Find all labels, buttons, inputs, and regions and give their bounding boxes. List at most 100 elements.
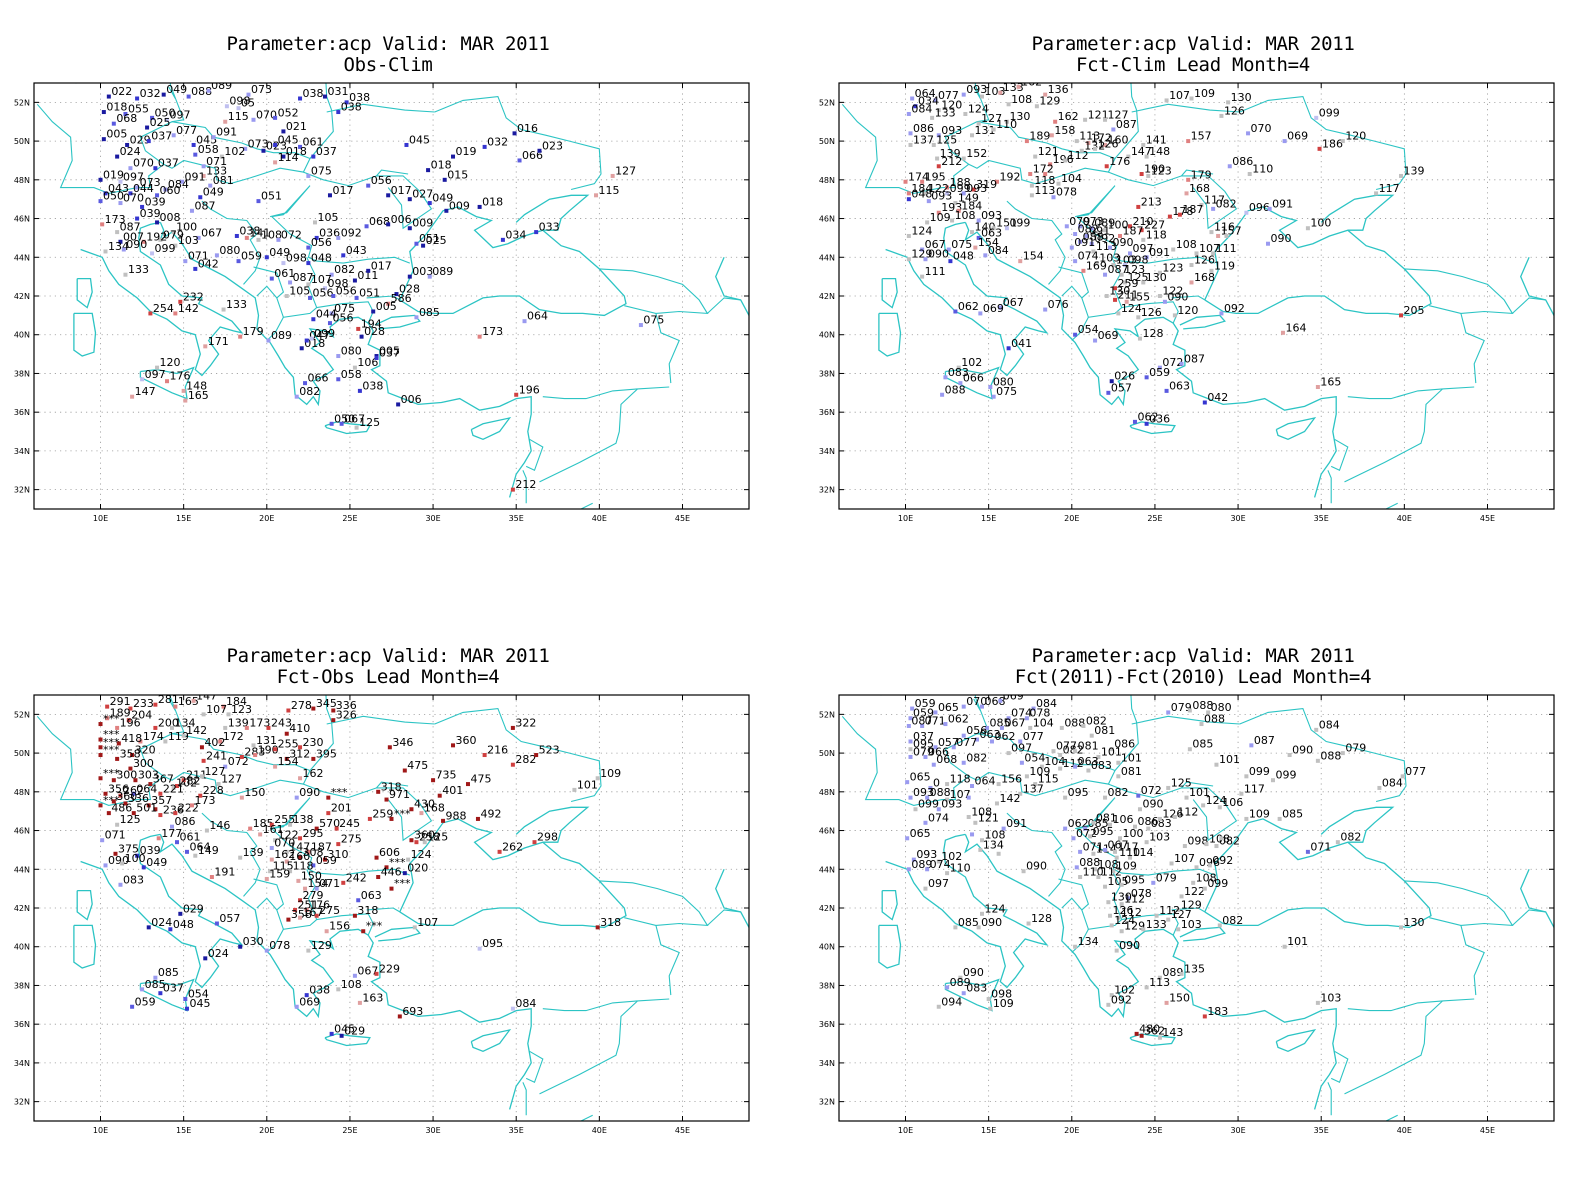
station-value: 048 bbox=[953, 250, 974, 263]
station-marker bbox=[1202, 1014, 1207, 1019]
station-marker bbox=[1073, 259, 1078, 264]
station-value: 133 bbox=[935, 106, 956, 119]
station-value: 090 bbox=[1026, 860, 1047, 873]
station-value: 356 bbox=[108, 782, 129, 795]
station-marker bbox=[1126, 896, 1131, 901]
station-value: 362 bbox=[1144, 1024, 1165, 1037]
station-value: 104 bbox=[1061, 172, 1082, 185]
station-value: 087 bbox=[1116, 118, 1137, 131]
station-value: 120 bbox=[941, 99, 962, 112]
station-value: 087 bbox=[194, 199, 215, 212]
station-value: 080 bbox=[341, 345, 362, 358]
station-marker bbox=[201, 712, 206, 717]
station-marker bbox=[261, 148, 266, 153]
station-marker bbox=[1081, 723, 1086, 728]
station-value: 118 bbox=[1034, 174, 1055, 187]
station-marker bbox=[935, 156, 940, 161]
station-value: 090 bbox=[963, 966, 984, 979]
station-marker bbox=[1176, 907, 1181, 912]
station-value: 082 bbox=[1108, 786, 1129, 799]
station-marker bbox=[534, 230, 539, 235]
station-marker bbox=[1141, 237, 1146, 242]
station-marker bbox=[309, 336, 314, 341]
station-value: 030 bbox=[243, 935, 264, 948]
station-marker bbox=[1049, 133, 1054, 138]
station-marker bbox=[311, 756, 316, 761]
station-value: 121 bbox=[1038, 145, 1059, 158]
country-border bbox=[1006, 200, 1066, 285]
x-tick-label: 35E bbox=[1314, 514, 1329, 523]
station-marker bbox=[191, 698, 196, 703]
station-marker bbox=[950, 218, 955, 223]
station-marker bbox=[1214, 844, 1219, 849]
station-value: 190 bbox=[1144, 163, 1165, 176]
station-value: 308 bbox=[303, 846, 324, 859]
station-value: 097 bbox=[1132, 242, 1153, 255]
station-marker bbox=[155, 193, 160, 198]
station-marker bbox=[1172, 313, 1177, 318]
y-tick-label: 52N bbox=[819, 98, 835, 107]
coastline bbox=[880, 83, 887, 84]
station-marker bbox=[120, 861, 125, 866]
station-marker bbox=[294, 1004, 299, 1009]
station-value: 090 bbox=[1113, 236, 1134, 249]
station-marker bbox=[118, 882, 123, 887]
station-marker bbox=[163, 739, 168, 744]
country-border bbox=[1061, 897, 1083, 911]
station-value: 089 bbox=[1094, 217, 1115, 230]
station-marker bbox=[298, 898, 303, 903]
country-border bbox=[316, 913, 374, 936]
station-marker bbox=[1166, 785, 1171, 790]
station-value: 148 bbox=[186, 379, 207, 392]
station-value: 101 bbox=[577, 778, 598, 791]
station-value: 212 bbox=[941, 155, 962, 168]
station-marker bbox=[1018, 259, 1023, 264]
country-border bbox=[1171, 907, 1206, 913]
station-value: 230 bbox=[303, 736, 324, 749]
station-marker bbox=[115, 725, 120, 730]
station-value: 059 bbox=[1149, 366, 1170, 379]
station-marker bbox=[421, 243, 426, 248]
coastline bbox=[881, 277, 898, 309]
station-marker bbox=[367, 816, 372, 821]
station-marker bbox=[223, 764, 228, 769]
station-marker bbox=[1136, 793, 1141, 798]
station-value: 227 bbox=[1144, 219, 1165, 232]
station-marker bbox=[273, 115, 278, 120]
station-value: 031 bbox=[327, 85, 348, 98]
station-value: 275 bbox=[319, 904, 340, 917]
station-marker bbox=[1127, 224, 1132, 229]
station-marker bbox=[1400, 774, 1405, 779]
station-value: 107 bbox=[1174, 852, 1195, 865]
country-border bbox=[655, 313, 680, 384]
station-value: 336 bbox=[128, 792, 149, 805]
station-value: 102 bbox=[176, 776, 197, 789]
station-marker bbox=[1217, 923, 1222, 928]
station-marker bbox=[123, 801, 128, 806]
country-border bbox=[522, 1082, 527, 1116]
station-value: 141 bbox=[249, 226, 270, 239]
station-value: 049 bbox=[432, 192, 453, 205]
station-value: 358 bbox=[120, 747, 141, 760]
station-marker bbox=[150, 115, 155, 120]
station-marker bbox=[1314, 727, 1319, 732]
station-value: 086 bbox=[175, 815, 196, 828]
station-value: 042 bbox=[1207, 391, 1228, 404]
station-marker bbox=[298, 855, 303, 860]
station-value: 093 bbox=[916, 848, 937, 861]
station-value: 05 bbox=[241, 97, 255, 110]
station-value: 150 bbox=[244, 786, 265, 799]
station-marker bbox=[1141, 927, 1146, 932]
station-marker bbox=[306, 849, 311, 854]
station-marker bbox=[953, 925, 958, 930]
station-marker bbox=[244, 235, 249, 240]
station-marker bbox=[1267, 206, 1272, 211]
station-value: 016 bbox=[517, 122, 538, 135]
station-value: 395 bbox=[316, 747, 337, 760]
station-value: 076 bbox=[1048, 298, 1069, 311]
station-marker bbox=[409, 838, 414, 843]
station-marker bbox=[966, 795, 971, 800]
station-marker bbox=[1214, 762, 1219, 767]
station-value: 357 bbox=[151, 794, 172, 807]
station-marker bbox=[341, 253, 346, 258]
